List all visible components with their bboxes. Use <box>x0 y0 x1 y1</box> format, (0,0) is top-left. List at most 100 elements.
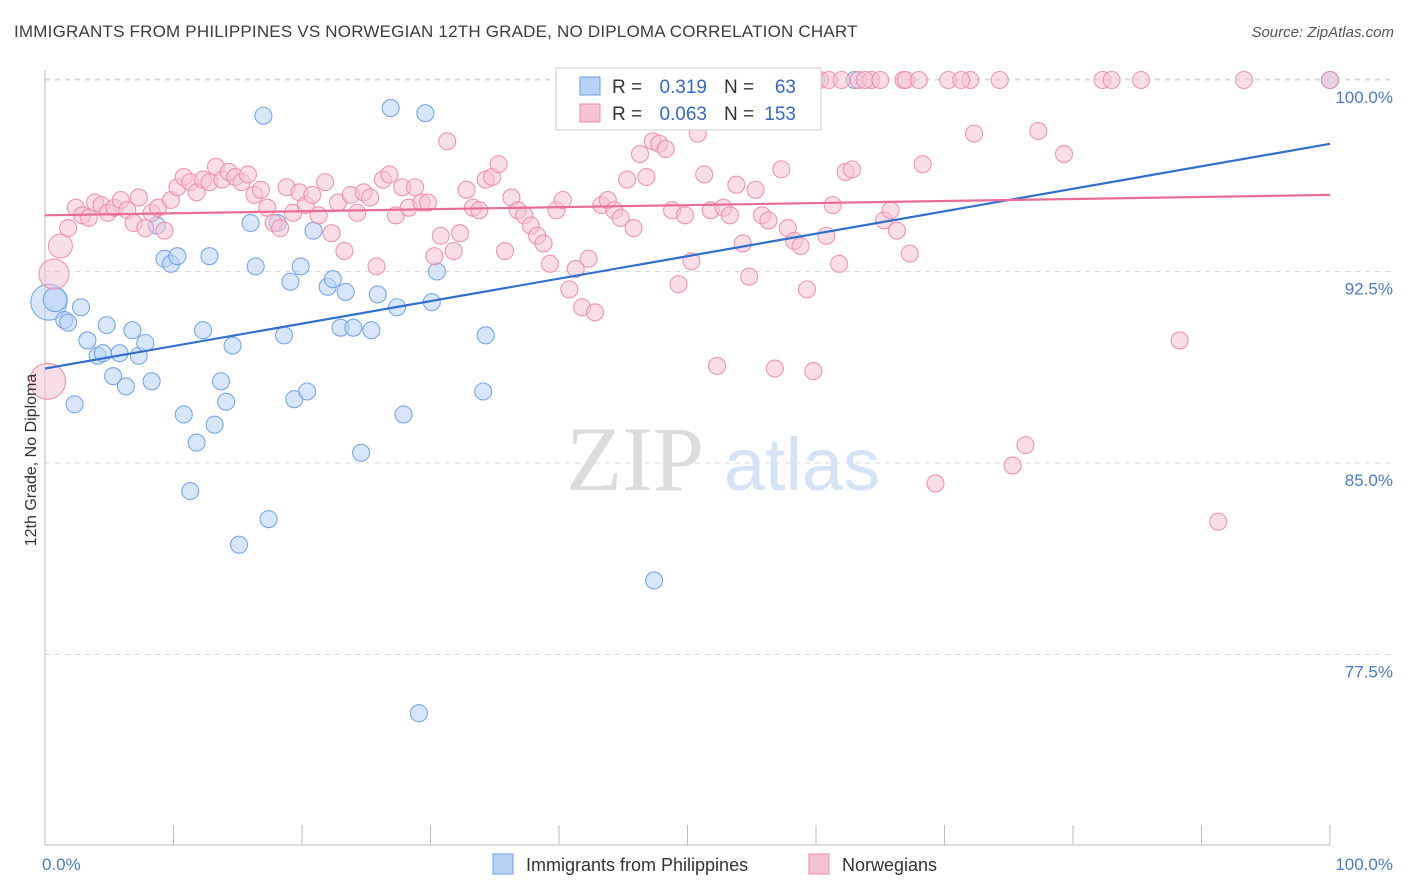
pink-point <box>759 211 778 230</box>
blue-point <box>281 272 300 291</box>
blue-point <box>200 247 219 266</box>
legend-n-label: N = <box>724 104 754 125</box>
blue-point <box>416 104 435 123</box>
pink-point <box>258 198 277 217</box>
pink-point <box>881 201 900 220</box>
pink-point <box>720 206 739 225</box>
blue-point <box>187 433 206 452</box>
pink-point <box>733 234 752 253</box>
blue-point <box>474 382 493 401</box>
pink-point <box>1209 512 1228 531</box>
blue-point <box>174 405 193 424</box>
tick-labels: 100.0% 92.5% 85.0% 77.5% 0.0% 100.0% <box>42 88 1393 874</box>
blue-point <box>427 262 446 281</box>
chart-title: IMMIGRANTS FROM PHILIPPINES VS NORWEGIAN… <box>14 22 858 41</box>
pink-point <box>79 208 98 227</box>
pink-point <box>746 180 765 199</box>
pink-legend-swatch <box>579 103 601 123</box>
blue-point <box>205 415 224 434</box>
blue-point <box>211 372 231 391</box>
pink-point <box>534 234 553 253</box>
pink-point <box>611 208 630 227</box>
blue-point <box>323 270 342 289</box>
pink-point <box>913 155 932 174</box>
blue-point <box>181 482 200 501</box>
blue-point <box>104 367 123 386</box>
y-axis-title: 12th Grade, No Diploma <box>23 374 40 547</box>
legend-n-value: 63 <box>775 77 796 98</box>
legend-n-value: 153 <box>764 104 796 125</box>
blue-point <box>304 221 323 240</box>
pink-point <box>830 254 849 273</box>
pink-point <box>59 219 78 238</box>
legend-r-value: 0.063 <box>659 104 707 125</box>
pink-point <box>804 362 823 381</box>
blue-legend-swatch <box>579 76 601 96</box>
pink-point <box>1234 70 1253 90</box>
pink-point <box>1054 144 1074 164</box>
pink-point <box>380 165 399 184</box>
pink-point <box>553 190 572 210</box>
pink-point <box>887 221 907 240</box>
blue-point <box>116 377 136 396</box>
pink-point <box>303 185 322 204</box>
pink-point <box>990 70 1009 90</box>
pink-point <box>855 70 874 90</box>
pink-point <box>1003 456 1022 475</box>
pink-point <box>470 201 489 220</box>
watermark: ZIP atlas <box>566 408 880 510</box>
blue-point <box>42 287 68 313</box>
blue-point <box>71 298 91 317</box>
blue-point <box>476 326 495 345</box>
pink-point <box>271 219 290 238</box>
blue-point <box>344 318 363 337</box>
pink-point <box>740 267 759 286</box>
pink-point <box>669 275 688 294</box>
pink-point <box>842 160 862 179</box>
pink-point <box>952 70 971 90</box>
pink-point <box>871 70 890 90</box>
pink-point <box>772 160 791 179</box>
blue-point <box>241 213 260 233</box>
series-legend-label: Immigrants from Philippines <box>526 855 748 875</box>
pink-point <box>425 247 444 266</box>
series-legend-label: Norwegians <box>842 855 937 875</box>
pink-point <box>695 165 714 184</box>
legend-r-label: R = <box>612 104 642 125</box>
blue-point <box>394 405 413 424</box>
pink-point <box>618 170 637 189</box>
blue-point <box>362 321 381 340</box>
pink-point <box>406 178 425 197</box>
blue-point <box>274 326 294 345</box>
x-tick-label: 100.0% <box>1335 855 1393 874</box>
blue-point <box>194 321 213 340</box>
pink-point <box>451 224 470 243</box>
blue-point <box>254 106 273 125</box>
pink-point <box>832 70 851 90</box>
pink-point <box>431 226 450 245</box>
pink-point <box>624 219 643 238</box>
blue-point <box>168 247 187 266</box>
pink-point <box>727 175 746 194</box>
watermark-atlas: atlas <box>724 423 880 506</box>
pink-point <box>1320 70 1340 90</box>
pink-point <box>1132 70 1151 90</box>
stats-legend: R = 0.319 N = 63 R = 0.063 N = 153 <box>555 67 822 131</box>
pink-point <box>136 219 155 238</box>
blue-point <box>78 331 97 350</box>
blue-point <box>645 571 664 590</box>
pink-point <box>585 303 605 322</box>
pink-point <box>418 193 437 212</box>
pink-point <box>675 206 694 225</box>
x-tick-label: 0.0% <box>42 855 81 874</box>
trend-lines <box>44 142 1331 370</box>
pink-series-swatch <box>808 853 830 875</box>
blue-point <box>381 99 400 118</box>
blue-point <box>259 510 278 529</box>
pink-point <box>1102 70 1121 90</box>
series-legend: Immigrants from Philippines Norwegians <box>492 853 937 875</box>
pink-point <box>965 124 984 143</box>
pink-point <box>765 359 784 378</box>
y-tick-label: 77.5% <box>1345 663 1393 682</box>
